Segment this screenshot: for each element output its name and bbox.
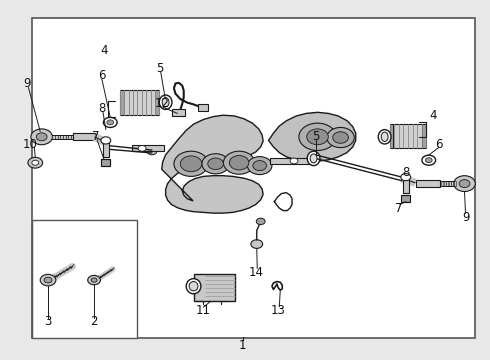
Circle shape xyxy=(202,154,229,174)
Bar xyxy=(155,90,159,115)
Ellipse shape xyxy=(307,151,320,166)
Bar xyxy=(60,135,63,139)
Text: 13: 13 xyxy=(271,304,286,317)
Bar xyxy=(52,135,55,139)
Bar xyxy=(194,274,235,301)
Bar xyxy=(120,90,124,115)
Bar xyxy=(101,159,110,166)
Bar xyxy=(55,135,57,139)
Bar xyxy=(198,104,208,111)
Ellipse shape xyxy=(310,154,317,163)
Polygon shape xyxy=(162,115,263,213)
Text: 7: 7 xyxy=(92,130,99,143)
Circle shape xyxy=(247,157,272,175)
Bar xyxy=(449,181,451,186)
Bar xyxy=(270,158,316,164)
Text: 9: 9 xyxy=(23,77,31,90)
Circle shape xyxy=(307,129,328,145)
Text: 9: 9 xyxy=(462,211,469,224)
Bar xyxy=(401,195,410,202)
Circle shape xyxy=(138,145,146,151)
Ellipse shape xyxy=(189,282,198,291)
Text: 5: 5 xyxy=(156,62,164,75)
Bar xyxy=(66,135,68,139)
Circle shape xyxy=(208,158,223,170)
Circle shape xyxy=(40,274,56,286)
Circle shape xyxy=(28,157,43,168)
Text: 14: 14 xyxy=(248,266,263,279)
Ellipse shape xyxy=(159,95,172,109)
Circle shape xyxy=(251,240,263,248)
Bar xyxy=(390,124,393,148)
Circle shape xyxy=(333,132,348,143)
Bar xyxy=(441,181,443,186)
Circle shape xyxy=(36,133,47,141)
Bar xyxy=(132,145,164,151)
Bar xyxy=(416,180,440,187)
Bar xyxy=(69,135,71,139)
Text: 3: 3 xyxy=(44,315,52,328)
Circle shape xyxy=(88,275,100,285)
Bar xyxy=(103,142,109,157)
Bar xyxy=(172,109,185,116)
Bar xyxy=(422,124,426,148)
Bar xyxy=(32,18,475,338)
Circle shape xyxy=(180,156,202,172)
Text: 8: 8 xyxy=(402,166,410,179)
Bar xyxy=(73,133,95,140)
Text: 10: 10 xyxy=(23,138,38,150)
Circle shape xyxy=(253,161,267,171)
Text: 4: 4 xyxy=(429,109,437,122)
Circle shape xyxy=(107,120,114,125)
Bar xyxy=(58,135,60,139)
Circle shape xyxy=(31,129,52,145)
Circle shape xyxy=(32,160,39,165)
Bar xyxy=(63,135,66,139)
Bar xyxy=(446,181,448,186)
Text: 4: 4 xyxy=(100,44,108,57)
Text: 6: 6 xyxy=(98,69,106,82)
Bar xyxy=(71,135,74,139)
Text: 5: 5 xyxy=(312,130,320,143)
Circle shape xyxy=(101,137,111,144)
Bar xyxy=(454,181,456,186)
Circle shape xyxy=(290,158,298,164)
Text: 1: 1 xyxy=(239,339,246,352)
Polygon shape xyxy=(269,112,356,161)
Bar xyxy=(403,178,409,193)
Circle shape xyxy=(103,117,117,127)
Circle shape xyxy=(229,156,249,170)
Ellipse shape xyxy=(186,279,201,294)
Circle shape xyxy=(422,155,436,165)
Circle shape xyxy=(223,151,255,174)
Circle shape xyxy=(401,174,411,181)
Text: 12: 12 xyxy=(154,97,169,110)
Ellipse shape xyxy=(381,132,388,141)
Circle shape xyxy=(425,158,432,163)
Circle shape xyxy=(299,123,336,150)
Text: 11: 11 xyxy=(196,304,211,317)
Circle shape xyxy=(327,127,354,148)
Ellipse shape xyxy=(162,98,169,107)
Bar xyxy=(120,90,159,115)
Circle shape xyxy=(459,180,470,188)
Circle shape xyxy=(44,277,52,283)
Circle shape xyxy=(454,176,475,192)
Circle shape xyxy=(256,218,265,225)
Bar xyxy=(451,181,453,186)
Circle shape xyxy=(91,278,97,282)
Text: 8: 8 xyxy=(98,102,106,114)
Bar xyxy=(443,181,445,186)
Text: 2: 2 xyxy=(90,315,98,328)
Circle shape xyxy=(174,151,208,176)
Circle shape xyxy=(147,148,157,155)
Ellipse shape xyxy=(378,130,391,144)
Text: 7: 7 xyxy=(394,202,402,215)
Text: 6: 6 xyxy=(435,138,442,150)
Bar xyxy=(390,124,426,148)
Bar xyxy=(32,220,137,338)
